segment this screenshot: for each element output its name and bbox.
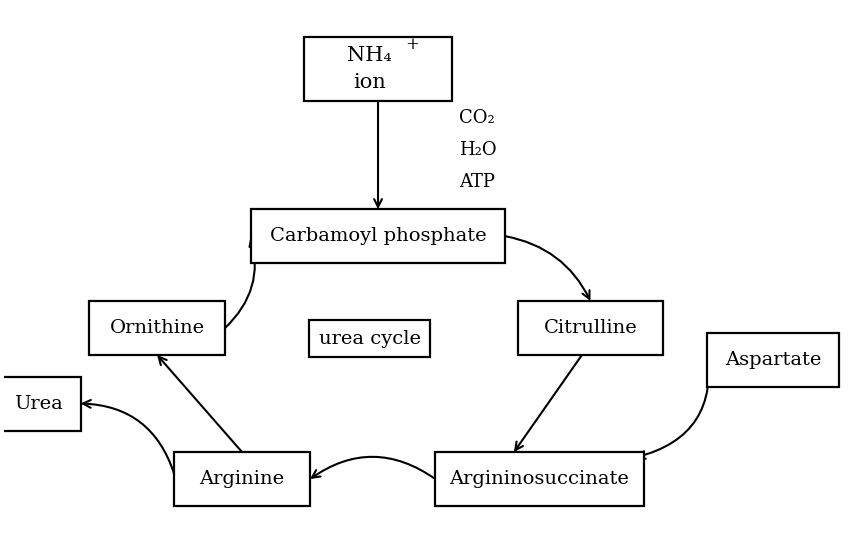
FancyBboxPatch shape: [435, 452, 644, 506]
FancyBboxPatch shape: [304, 37, 452, 101]
Text: urea cycle: urea cycle: [318, 330, 420, 348]
Text: ion: ion: [353, 73, 386, 92]
Text: Aspartate: Aspartate: [725, 351, 821, 369]
Text: Ornithine: Ornithine: [110, 319, 205, 337]
Text: Citrulline: Citrulline: [544, 319, 637, 337]
Text: Arginine: Arginine: [200, 470, 285, 488]
FancyBboxPatch shape: [518, 301, 662, 355]
Text: NH₄: NH₄: [347, 45, 392, 65]
Text: +: +: [405, 36, 419, 53]
Text: CO₂
H₂O
ATP: CO₂ H₂O ATP: [459, 109, 497, 191]
Text: Urea: Urea: [14, 395, 63, 413]
FancyBboxPatch shape: [251, 209, 505, 263]
Text: Carbamoyl phosphate: Carbamoyl phosphate: [269, 227, 486, 245]
FancyBboxPatch shape: [0, 376, 81, 431]
Text: Argininosuccinate: Argininosuccinate: [450, 470, 630, 488]
FancyBboxPatch shape: [707, 333, 839, 387]
FancyBboxPatch shape: [89, 301, 225, 355]
FancyBboxPatch shape: [174, 452, 310, 506]
